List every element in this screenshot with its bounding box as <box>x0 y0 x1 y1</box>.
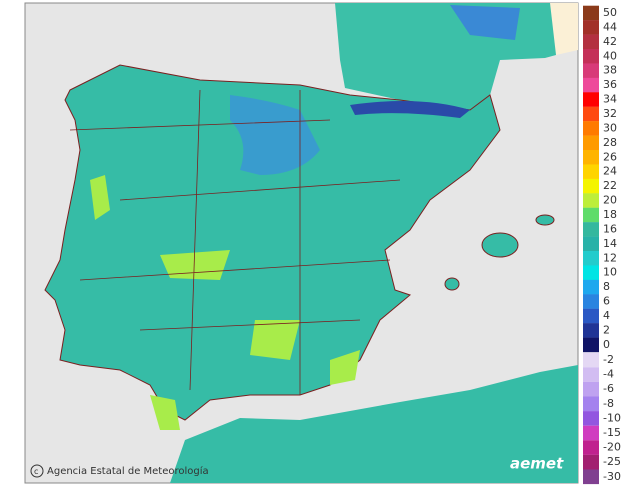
legend-label: 20 <box>603 194 617 207</box>
color-legend: 5044424038363432302826242220181614121086… <box>583 5 621 485</box>
legend-label: -30 <box>603 470 621 483</box>
legend-swatch <box>583 207 599 223</box>
legend-swatch <box>583 77 599 93</box>
massif <box>450 5 520 40</box>
legend-label: 2 <box>603 323 610 336</box>
legend-swatch <box>583 92 599 107</box>
legend-label: 28 <box>603 136 617 149</box>
legend-swatch <box>583 251 599 266</box>
legend-label: 18 <box>603 208 617 221</box>
legend-swatch <box>583 178 599 194</box>
legend-swatch <box>583 193 599 208</box>
legend-label: 40 <box>603 49 617 62</box>
legend-swatch <box>583 135 599 151</box>
legend-label: 6 <box>603 295 610 308</box>
legend-swatch <box>583 323 599 338</box>
legend-label: -4 <box>603 368 614 381</box>
legend-label: 22 <box>603 179 617 192</box>
legend-swatch <box>583 279 599 295</box>
legend-label: -25 <box>603 455 621 468</box>
mallorca <box>481 232 519 258</box>
legend-label: 8 <box>603 280 610 293</box>
legend-label: 34 <box>603 93 617 106</box>
legend-label: -2 <box>603 353 614 366</box>
legend-label: 12 <box>603 251 617 264</box>
legend-label: 38 <box>603 64 617 77</box>
copyright-c: c <box>34 467 38 476</box>
legend-swatch <box>583 469 599 485</box>
legend-swatch <box>583 5 599 21</box>
legend-label: 50 <box>603 6 617 19</box>
legend-swatch <box>583 294 599 309</box>
legend-swatch <box>583 265 599 281</box>
menorca <box>535 214 555 226</box>
legend-swatch <box>583 222 599 237</box>
borders <box>69 89 401 395</box>
legend-swatch <box>583 48 599 64</box>
legend-label: 26 <box>603 150 617 163</box>
legend-swatch <box>583 367 599 382</box>
legend-label: 36 <box>603 78 617 91</box>
legend-swatch <box>583 121 599 136</box>
legend-swatch <box>583 411 599 426</box>
legend-swatch <box>583 150 599 165</box>
legend-swatch <box>583 454 599 470</box>
legend-swatch <box>583 381 599 397</box>
legend-swatch <box>583 236 599 252</box>
legend-label: 4 <box>603 309 610 322</box>
copyright-icon <box>30 464 44 478</box>
cold-area <box>230 95 320 175</box>
alps-area <box>550 3 578 55</box>
legend-swatch <box>583 34 599 50</box>
legend-label: 42 <box>603 35 617 48</box>
legend-label: 30 <box>603 121 617 134</box>
credit: Agencia Estatal de Meteorología <box>47 465 209 477</box>
legend-label: -8 <box>603 397 614 410</box>
map: c Agencia Estatal de Meteorología aemet <box>24 2 579 484</box>
legend-swatch <box>583 164 599 180</box>
legend-swatch <box>583 308 599 324</box>
africa <box>170 365 578 483</box>
legend-label: 32 <box>603 107 617 120</box>
legend-swatch <box>583 440 599 455</box>
pyrenees <box>350 101 470 118</box>
legend-label: -10 <box>603 411 621 424</box>
legend-label: -20 <box>603 441 621 454</box>
legend-label: 16 <box>603 222 617 235</box>
legend-swatch <box>583 425 599 441</box>
logo: aemet <box>510 455 564 473</box>
legend-label: 10 <box>603 266 617 279</box>
legend-label: 14 <box>603 237 617 250</box>
legend-label: 24 <box>603 165 617 178</box>
legend-label: 44 <box>603 20 617 33</box>
legend-swatch <box>583 352 599 368</box>
legend-swatch <box>583 63 599 79</box>
legend-swatch <box>583 106 599 122</box>
legend-swatch <box>583 20 599 35</box>
legend-label: -15 <box>603 426 621 439</box>
legend-label: 0 <box>603 338 610 351</box>
legend-swatch <box>583 337 599 353</box>
legend-swatch <box>583 396 599 412</box>
legend-label: -6 <box>603 382 614 395</box>
ibiza <box>444 277 460 291</box>
